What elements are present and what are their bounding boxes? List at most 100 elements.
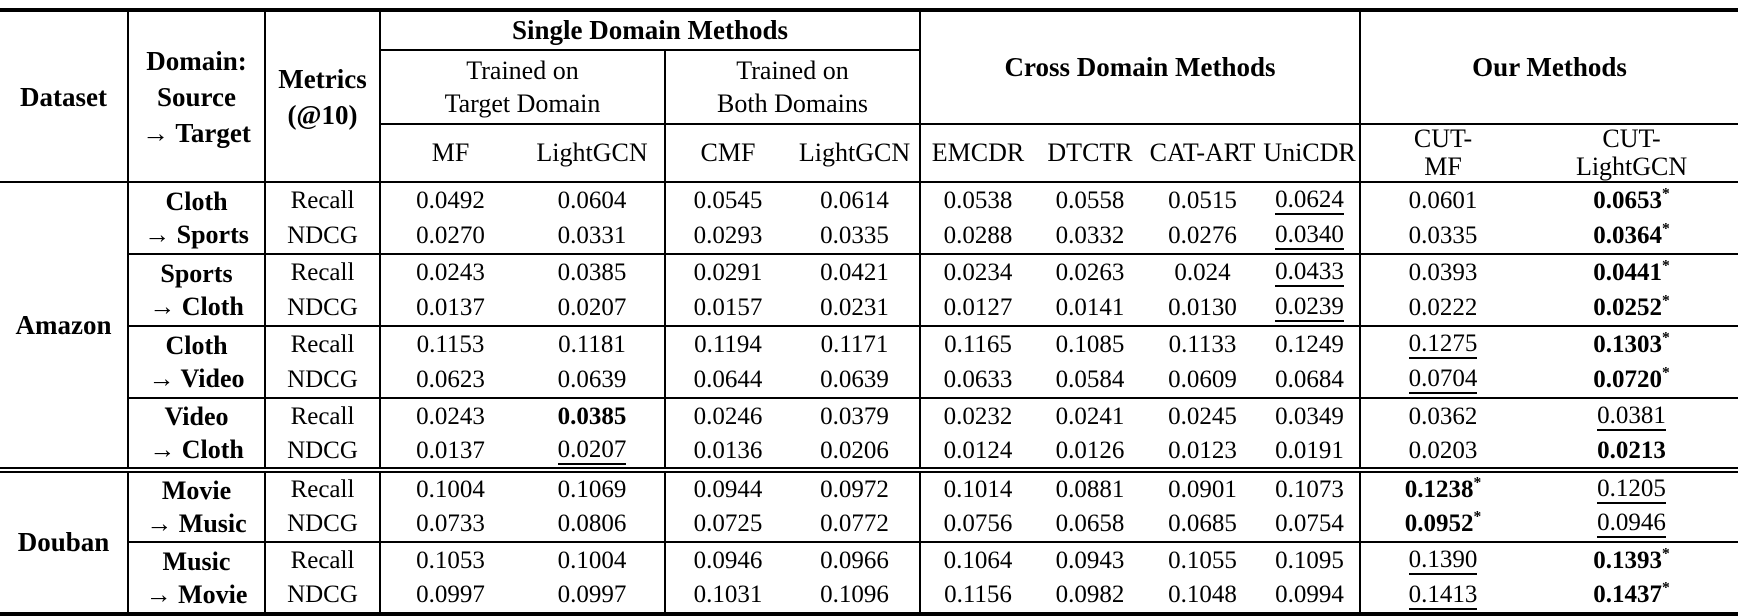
significance-asterisk: *	[1662, 257, 1670, 275]
table-row: Cloth → Video Recall 0.1153 0.1181 0.1194 0.1…	[0, 325, 1738, 398]
value-cell: 0.0137	[379, 290, 520, 326]
value-cell: 0.1004	[379, 470, 520, 506]
method-column-header: LightGCN	[520, 124, 665, 183]
table-row: NDCG 0.0270 0.0331 0.0293 0.0335 0.0288 0.0332…	[0, 218, 1738, 254]
value-cell: 0.0966	[790, 541, 921, 578]
table-row: Amazon Cloth → Sports Recall 0.0492 0.0604 0.…	[0, 182, 1738, 473]
value-cell: 0.0126	[1035, 434, 1146, 473]
value-cell: 0.0558	[1055, 186, 1125, 214]
value-cell: 0.0584	[1055, 365, 1125, 393]
value-cell: 0.0362	[1359, 397, 1526, 434]
value-cell: 0.0381	[1525, 397, 1738, 434]
dataset-label: Douban	[17, 527, 110, 557]
runner-up-value: 0.0340	[1275, 221, 1344, 250]
value-cell: 0.0644	[664, 362, 790, 398]
value-cell: 0.1055	[1145, 541, 1261, 578]
domain-pair-label: Sports → Cloth	[127, 253, 265, 326]
table-row: Video → Cloth Recall 0.0243 0.0385 0.0246 0.0…	[0, 397, 1738, 473]
value-cell: 0.1303*	[1525, 325, 1738, 362]
value-cell: 0.1393*	[1525, 541, 1738, 578]
value-cell: 0.0335	[1359, 218, 1526, 254]
value-cell: 0.0720*	[1593, 364, 1670, 393]
table-row: NDCG 0.0137 0.0207 0.0157 0.0231 0.0127 0.0141…	[0, 290, 1738, 326]
value-cell: 0.0276	[1168, 221, 1237, 249]
cross-domain-methods-header: Cross Domain Methods	[919, 10, 1361, 125]
value-cell: 0.0191	[1260, 434, 1361, 473]
value-cell: 0.1413	[1359, 578, 1526, 614]
value-cell: 0.0725	[664, 506, 790, 542]
value-cell: 0.0364*	[1593, 220, 1670, 249]
table-row: NDCG 0.0733 0.0806 0.0725 0.0772 0.0756 0.0658…	[0, 506, 1738, 542]
value-cell: 0.0515	[1168, 186, 1237, 214]
table-body: Amazon Cloth → Sports Recall 0.0492 0.0604 0.…	[0, 182, 1738, 614]
table-row: NDCG 0.0997 0.0997 0.1031 0.1096 0.1156 0.0982…	[0, 578, 1738, 614]
value-cell: 0.0658	[1055, 509, 1125, 537]
dataset-label: Amazon	[0, 182, 128, 473]
value-cell: 0.0207	[557, 293, 627, 321]
method-header-row: MF LightGCN CMF LightGCN EMCDR DTCTR CAT-ART Un…	[0, 124, 1738, 183]
significance-asterisk: *	[1662, 185, 1670, 203]
results-table: Dataset Domain: Source → Target Metrics …	[0, 8, 1738, 616]
runner-up-value: 0.1205	[1597, 475, 1666, 504]
table-row: NDCG 0.0623 0.0639 0.0644 0.0639 0.0633 0.0584…	[0, 362, 1738, 398]
value-cell: 0.0772	[820, 509, 889, 537]
runner-up-value: 0.1275	[1408, 330, 1478, 359]
value-cell: 0.1156	[919, 578, 1036, 614]
value-cell: 0.0609	[1168, 365, 1237, 393]
significance-asterisk: *	[1662, 545, 1670, 563]
metric-label: NDCG	[264, 362, 380, 398]
method-column-header: CUT- LightGCN	[1525, 124, 1738, 183]
significance-asterisk: *	[1662, 579, 1670, 597]
metrics-column-header: Metrics (@10)	[264, 10, 380, 183]
single-domain-methods-header: Single Domain Methods	[378, 10, 921, 51]
value-cell: 0.0538	[919, 182, 1036, 218]
method-column-header: UniCDR	[1260, 124, 1361, 183]
runner-up-value: 0.0381	[1597, 402, 1666, 431]
value-cell: 0.0639	[557, 365, 627, 393]
value-cell: 0.0982	[1055, 581, 1125, 608]
table-row: Douban Movie → Music Recall 0.1004 0.1069 0.0…	[0, 470, 1738, 557]
method-column-header: LightGCN	[790, 124, 921, 183]
value-cell: 0.0270	[379, 218, 520, 254]
value-cell: 0.1073	[1275, 475, 1344, 503]
value-cell: 0.0245	[1145, 397, 1261, 434]
value-cell: 0.1031	[664, 578, 790, 614]
significance-asterisk: *	[1473, 508, 1482, 526]
value-cell: 0.0704	[1359, 362, 1526, 398]
value-cell: 0.0332	[1055, 221, 1125, 249]
value-cell: 0.1085	[1035, 325, 1146, 362]
value-cell: 0.1205	[1525, 470, 1738, 506]
runner-up-value: 0.0624	[1275, 186, 1344, 215]
value-cell: 0.0207	[520, 434, 665, 473]
value-cell: 0.0127	[919, 290, 1036, 326]
domain-pair-label: Cloth → Video	[127, 325, 265, 398]
value-cell: 0.0684	[1275, 365, 1344, 393]
runner-up-value: 0.1390	[1408, 546, 1478, 575]
value-cell: 0.0952*	[1359, 506, 1526, 542]
value-cell: 0.0340	[1260, 218, 1360, 254]
value-cell: 0.0379	[790, 397, 921, 434]
domain-pair-label: Music → Movie	[127, 541, 265, 614]
value-cell: 0.0243	[379, 253, 520, 290]
method-column-header: EMCDR	[919, 124, 1036, 183]
value-cell: 0.0944	[664, 470, 790, 506]
metric-label: NDCG	[264, 578, 380, 614]
significance-asterisk: *	[1662, 329, 1670, 347]
value-cell: 0.0331	[557, 221, 627, 249]
value-cell: 0.1171	[790, 325, 921, 362]
domain-column-header: Domain: Source → Target	[127, 10, 265, 183]
value-cell: 0.0232	[919, 397, 1036, 434]
value-cell: 0.0141	[1055, 293, 1125, 321]
value-cell: 0.0806	[557, 509, 627, 537]
metric-label: NDCG	[264, 218, 380, 254]
method-column-header: DTCTR	[1035, 124, 1146, 183]
value-cell: 0.0881	[1055, 475, 1125, 503]
value-cell: 0.0946	[1525, 506, 1738, 542]
value-cell: 0.0288	[919, 218, 1036, 254]
value-cell: 0.0213	[1525, 434, 1738, 473]
value-cell: 0.1133	[1145, 325, 1261, 362]
value-cell: 0.0633	[919, 362, 1036, 398]
value-cell: 0.0263	[1035, 253, 1146, 290]
value-cell: 0.0231	[820, 293, 889, 321]
